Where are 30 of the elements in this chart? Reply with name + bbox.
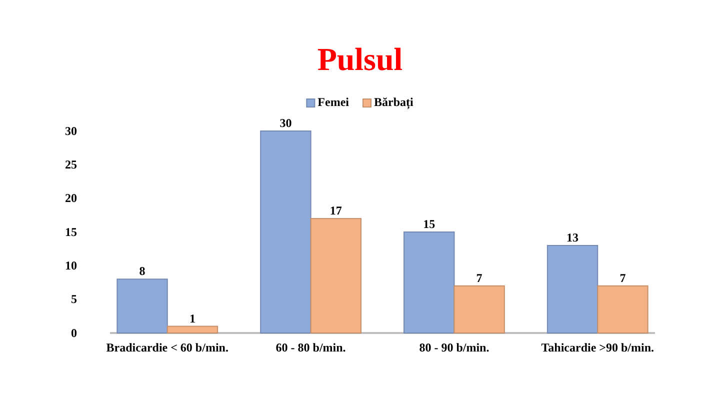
legend-label: Femei (318, 95, 350, 109)
data-label: 17 (330, 204, 342, 218)
data-label: 7 (476, 270, 482, 285)
bar (260, 130, 312, 334)
bar (597, 285, 648, 334)
chart-title: Pulsul (317, 41, 403, 77)
data-label: 30 (280, 116, 292, 130)
x-tick-label: 60 - 80 b/min. (276, 340, 346, 355)
data-label: 1 (189, 311, 196, 326)
y-tick-label: 25 (65, 158, 77, 172)
bar (116, 278, 168, 334)
x-tick-label: 80 - 90 b/min. (419, 340, 490, 355)
y-tick-label: 5 (71, 292, 77, 306)
y-tick-label: 10 (65, 258, 77, 273)
bar (454, 285, 505, 334)
data-label: 7 (620, 270, 626, 285)
bar (546, 244, 598, 334)
x-tick-label: Bradicardie < 60 b/min. (106, 340, 228, 355)
y-tick-label: 20 (65, 191, 77, 206)
legend-label: Bărbați (374, 95, 414, 110)
data-label: 15 (423, 217, 436, 231)
y-tick-label: 15 (65, 224, 77, 239)
bar (310, 218, 362, 334)
bar (404, 232, 455, 334)
x-tick-label: Tahicardie >90 b/min. (541, 340, 654, 355)
data-label: 13 (566, 230, 579, 244)
y-tick-label: 30 (65, 124, 77, 138)
y-tick-label: 0 (71, 326, 77, 340)
bar (166, 326, 218, 334)
data-label: 8 (139, 264, 146, 278)
